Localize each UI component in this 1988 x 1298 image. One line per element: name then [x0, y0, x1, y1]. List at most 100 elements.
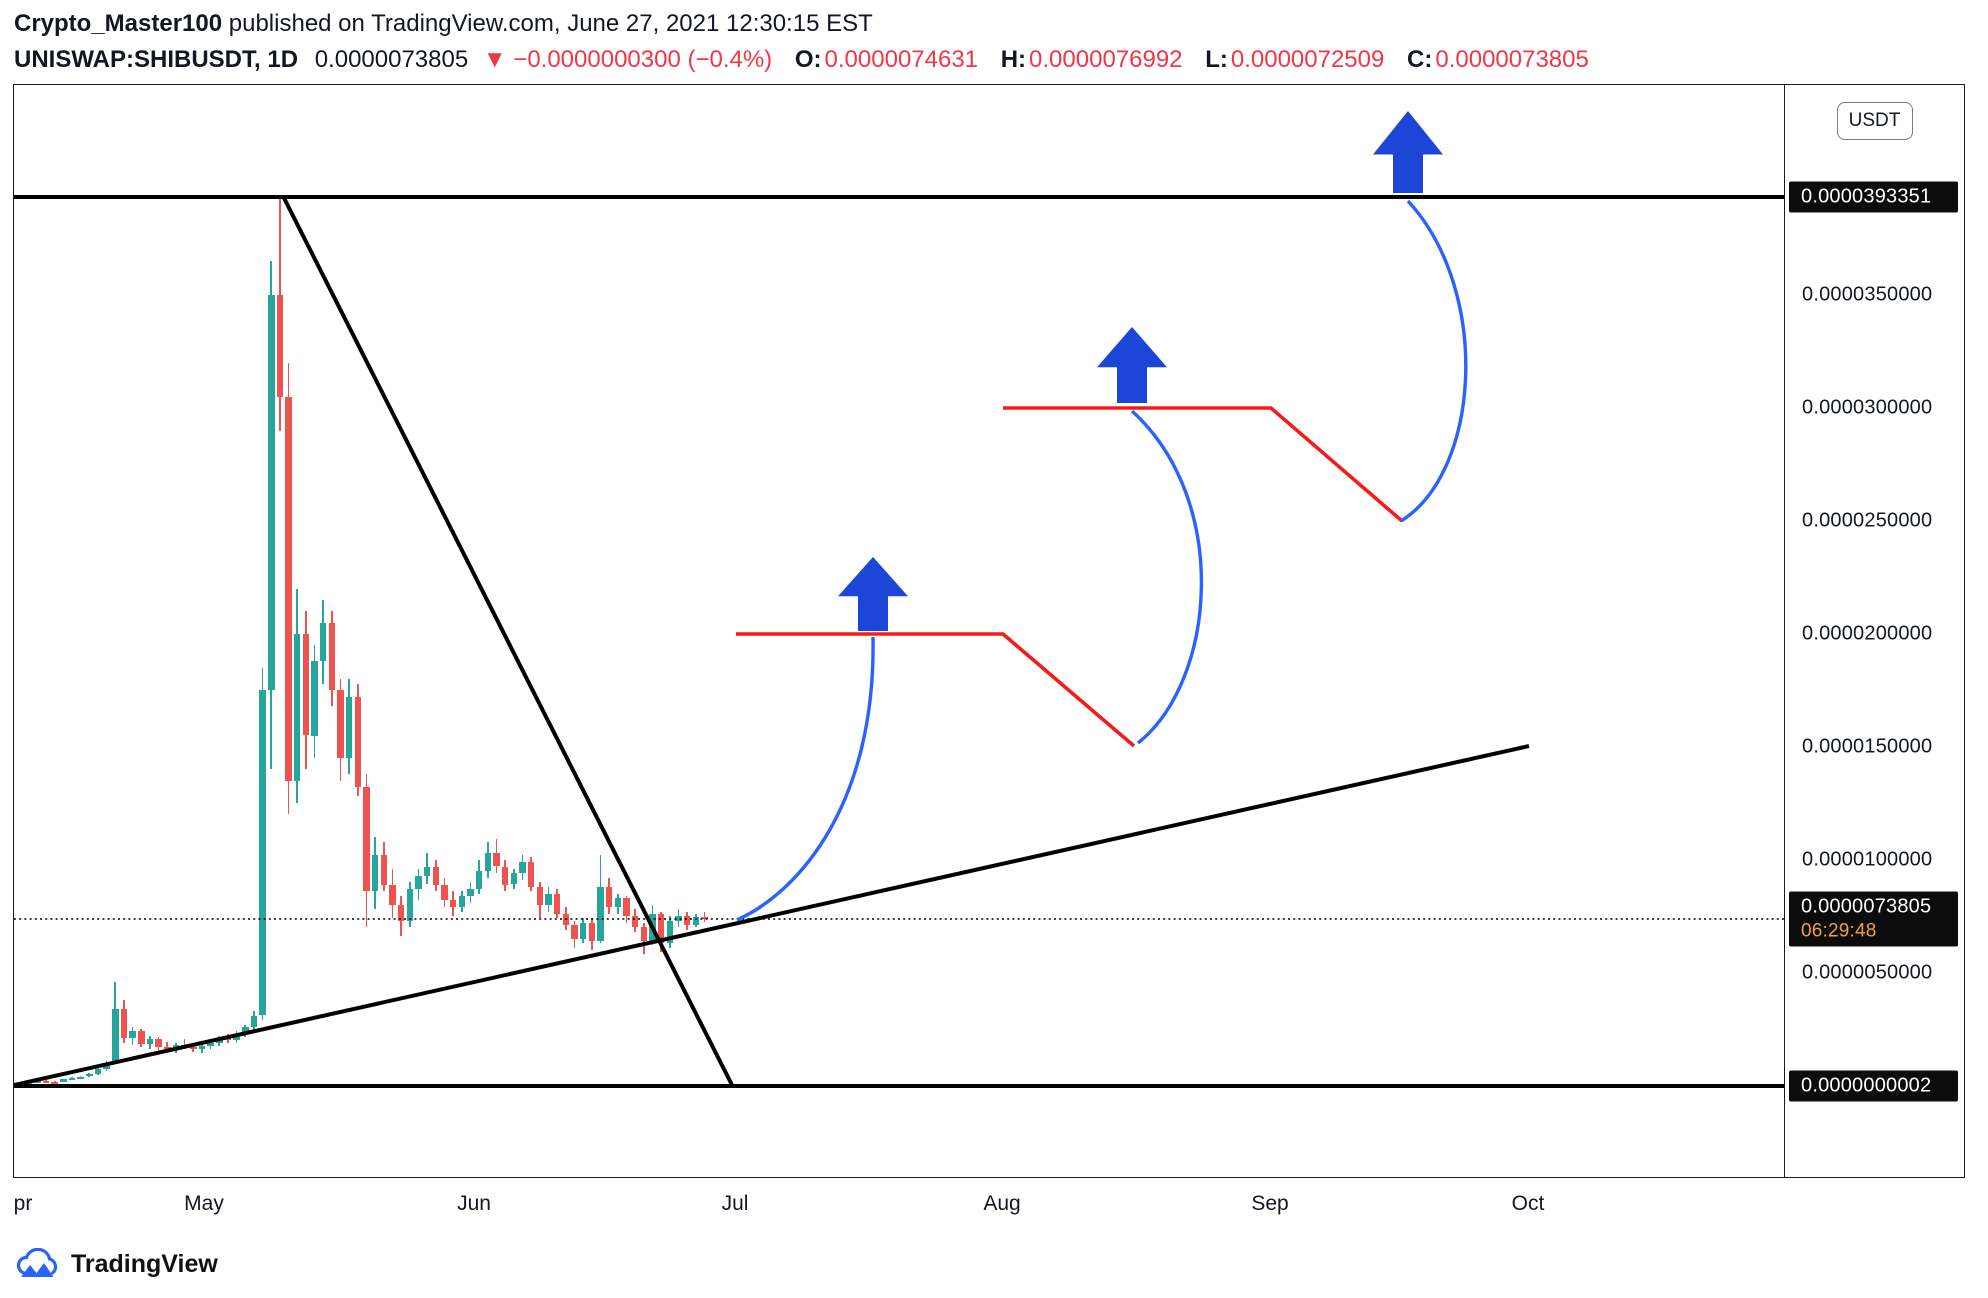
candle-body — [207, 1042, 214, 1046]
candle-body — [475, 871, 483, 890]
projection-curve-2 — [1130, 409, 1204, 745]
candle-body — [250, 1015, 258, 1027]
candle-body — [675, 916, 682, 921]
candle-body — [380, 855, 388, 885]
candle-body — [293, 633, 301, 781]
high-value: 0.0000076992 — [1029, 46, 1183, 73]
price-axis-value: 0.0000350000 — [1802, 283, 1933, 306]
candle-body — [337, 690, 344, 758]
candle-body — [623, 898, 630, 917]
chart-widget: USDT 0.0000393351 0.0000350000 0.000030000… — [13, 84, 1965, 1178]
price-axis-value: 0.0000393351 — [1801, 185, 1932, 208]
author-name[interactable]: Crypto_Master100 — [14, 10, 223, 37]
candle-body — [640, 927, 648, 941]
price-axis-label: 0.0000250000 — [1785, 510, 1964, 533]
last-price: 0.0000073805 — [314, 46, 469, 73]
candle-body — [683, 916, 691, 926]
candle-body — [103, 1062, 110, 1070]
candle-body — [415, 875, 422, 889]
candle-body — [77, 1076, 84, 1079]
candle-body — [224, 1038, 232, 1041]
candle-body — [397, 904, 405, 921]
candle-body — [527, 862, 535, 887]
ascending-trendline — [14, 744, 1530, 1087]
candle-body — [545, 893, 552, 905]
price-axis-label: 0.0000350000 — [1785, 284, 1964, 307]
candle-body — [233, 1033, 240, 1041]
candle-body — [579, 922, 587, 939]
candle-body — [406, 889, 414, 921]
candle-body — [458, 895, 466, 908]
price-axis-label: 0.0000200000 — [1785, 623, 1964, 646]
candle-body — [242, 1026, 249, 1034]
candle-body — [354, 697, 362, 788]
candle-body — [68, 1078, 76, 1080]
candle-body — [328, 622, 336, 691]
candle-body — [562, 913, 570, 926]
candle-body — [441, 884, 448, 901]
tradingview-brand-text[interactable]: TradingView — [71, 1249, 218, 1278]
candle-body — [112, 1008, 119, 1063]
open-label: O: — [794, 46, 822, 73]
candle-body — [302, 633, 310, 736]
candle-body — [319, 622, 327, 661]
price-axis-value: 0.0000000002 — [1801, 1074, 1932, 1097]
price-axis-label: 0.0000100000 — [1785, 849, 1964, 872]
candle-body — [311, 661, 318, 736]
candle-body — [216, 1038, 223, 1043]
tradingview-logo-icon[interactable] — [15, 1248, 61, 1280]
projection-path-1 — [736, 632, 1136, 748]
price-axis-badge: 0.0000073805 06:29:48 — [1789, 891, 1958, 947]
candle-body — [42, 1081, 50, 1084]
candle-body — [198, 1046, 206, 1050]
candle-body — [605, 886, 613, 908]
candle-body — [51, 1081, 58, 1084]
price-axis-label: 0.0000050000 — [1785, 962, 1964, 985]
projection-curve-1 — [736, 636, 875, 922]
candle-body — [692, 917, 700, 926]
symbol-info-bar: UNISWAP:SHIBUSDT, 1D 0.0000073805 ▼ −0.0… — [14, 46, 1589, 74]
candle-body — [285, 396, 292, 781]
time-axis-label: Oct — [1511, 1192, 1545, 1215]
publish-meta: published on TradingView.com, June 27, 2… — [222, 10, 873, 37]
tradingview-attribution: TradingView — [15, 1248, 218, 1280]
price-axis-value: 0.0000150000 — [1802, 735, 1933, 758]
time-axis-label: Jun — [457, 1192, 491, 1215]
time-axis-label: pr — [13, 1192, 33, 1215]
price-axis[interactable]: USDT 0.0000393351 0.0000350000 0.000030000… — [1784, 85, 1964, 1177]
candle-body — [553, 893, 561, 914]
candle-body — [25, 1082, 32, 1085]
candle-body — [371, 855, 379, 892]
candle-body — [571, 925, 578, 939]
candle-body — [493, 852, 500, 867]
price-axis-value: 0.0000200000 — [1802, 622, 1933, 645]
candle-body — [389, 884, 396, 905]
price-axis-badge: 0.0000000002 — [1789, 1070, 1958, 1102]
candle-body — [666, 920, 674, 944]
candle-body — [129, 1031, 136, 1039]
candle-body — [190, 1047, 197, 1050]
candle-body — [259, 690, 266, 1016]
price-axis-label: 0.0000150000 — [1785, 736, 1964, 759]
candle-body — [467, 889, 474, 896]
candle-body — [649, 913, 656, 941]
chart-plot-area[interactable] — [14, 85, 1784, 1177]
time-axis-label: Aug — [983, 1192, 1021, 1215]
close-value: 0.0000073805 — [1435, 46, 1589, 73]
candle-body — [519, 862, 526, 874]
candle-body — [588, 922, 596, 941]
candle-body — [423, 866, 431, 876]
candle-body — [60, 1079, 67, 1083]
open-value: 0.0000074631 — [824, 46, 979, 73]
candle-body — [34, 1081, 41, 1084]
time-axis[interactable]: pr May Jun Jul Aug Sep Oct — [13, 1178, 1965, 1226]
candle-body — [614, 898, 622, 908]
candle-body — [155, 1039, 162, 1048]
bar-countdown: 06:29:48 — [1801, 920, 1877, 942]
price-axis-badge: 0.0000393351 — [1789, 181, 1958, 213]
candle-body — [363, 787, 370, 892]
candle-body — [172, 1044, 180, 1050]
symbol-title[interactable]: UNISWAP:SHIBUSDT, 1D — [14, 46, 299, 73]
currency-unit-button[interactable]: USDT — [1836, 102, 1913, 140]
